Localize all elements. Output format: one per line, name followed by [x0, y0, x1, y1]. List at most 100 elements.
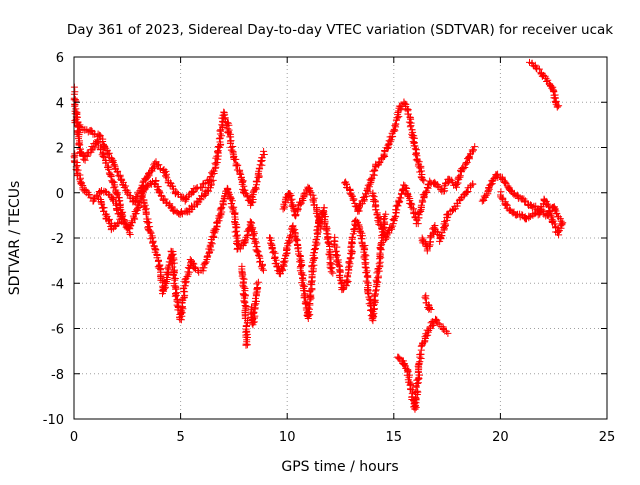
data-point: [544, 76, 552, 84]
data-point: [260, 151, 268, 158]
data-point: [217, 204, 225, 212]
data-point: [480, 197, 488, 204]
y-tick-label: -10: [43, 413, 64, 428]
axes: [73, 56, 608, 420]
data-point: [387, 224, 395, 231]
data-point: [469, 180, 477, 188]
data-point: [87, 126, 95, 134]
y-tick-label: 0: [56, 187, 64, 202]
y-tick-label: 4: [56, 96, 64, 111]
data-point: [251, 301, 259, 309]
data-point: [555, 102, 563, 110]
data-point: [243, 319, 251, 327]
data-point: [419, 176, 427, 184]
data-point: [72, 97, 80, 105]
data-point: [407, 122, 415, 130]
data-point: [405, 118, 413, 126]
data-point: [171, 190, 179, 198]
data-point: [231, 156, 239, 163]
data-point: [105, 166, 113, 174]
data-point: [355, 201, 363, 209]
data-point: [299, 275, 306, 282]
data-point: [214, 148, 221, 156]
data-point: [397, 190, 405, 198]
x-tick-label: 20: [492, 430, 509, 445]
data-point: [75, 123, 83, 131]
data-point: [392, 120, 400, 128]
data-point: [414, 220, 422, 228]
data-point: [125, 229, 133, 237]
data-point: [113, 168, 121, 176]
data-point: [371, 292, 379, 300]
data-point: [115, 219, 123, 227]
data-point: [559, 219, 567, 227]
data-point: [253, 280, 261, 288]
data-point: [244, 231, 252, 239]
data-point: [445, 210, 452, 218]
data-point: [413, 387, 421, 395]
data-point: [348, 248, 356, 255]
data-point: [252, 289, 260, 297]
data-point: [149, 238, 157, 246]
data-point: [400, 100, 408, 107]
data-point: [254, 248, 262, 256]
data-point: [376, 221, 384, 229]
data-point: [113, 206, 121, 214]
data-point: [164, 264, 172, 272]
data-point: [250, 308, 258, 316]
data-point: [255, 251, 263, 259]
data-point: [209, 176, 217, 184]
data-point: [225, 129, 233, 137]
data-point: [260, 147, 268, 155]
data-point: [104, 150, 112, 158]
data-point: [553, 103, 561, 111]
y-tick-label: 2: [56, 142, 64, 157]
data-point: [299, 281, 307, 289]
data-point: [186, 256, 194, 263]
x-tick-label: 0: [70, 430, 78, 445]
data-point: [364, 289, 372, 297]
data-point: [307, 291, 315, 299]
data-point: [493, 172, 501, 180]
data-point: [453, 181, 461, 188]
data-point: [393, 114, 401, 122]
data-point: [384, 141, 392, 149]
data-point: [512, 211, 520, 219]
data-point: [542, 74, 550, 82]
data-point: [436, 233, 444, 241]
data-point: [382, 233, 390, 240]
data-point: [283, 247, 291, 254]
data-point: [142, 210, 150, 218]
data-point: [271, 255, 278, 262]
data-point: [432, 315, 439, 323]
data-point: [180, 285, 188, 293]
data-point: [415, 208, 423, 216]
data-point: [396, 194, 404, 202]
data-point: [546, 80, 554, 88]
data-point: [118, 210, 126, 218]
data-point: [343, 276, 351, 284]
y-tick-label: -4: [51, 277, 64, 292]
data-point: [487, 180, 495, 188]
data-point: [528, 203, 536, 211]
data-point: [88, 143, 96, 150]
data-point: [325, 239, 333, 247]
data-point: [81, 185, 89, 193]
data-point: [377, 221, 385, 229]
data-point: [417, 201, 425, 209]
data-point: [170, 207, 178, 215]
data-point: [169, 263, 177, 271]
data-point: [444, 329, 452, 337]
data-point: [288, 195, 296, 203]
data-point: [73, 162, 81, 169]
data-point: [317, 224, 325, 232]
data-point: [349, 196, 357, 204]
data-point: [558, 220, 566, 228]
data-point: [225, 189, 233, 197]
data-point: [126, 231, 134, 238]
data-point: [247, 222, 255, 230]
data-point: [155, 264, 163, 272]
data-point: [107, 173, 115, 181]
data-point: [254, 284, 261, 291]
x-tick-label: 15: [386, 430, 403, 445]
